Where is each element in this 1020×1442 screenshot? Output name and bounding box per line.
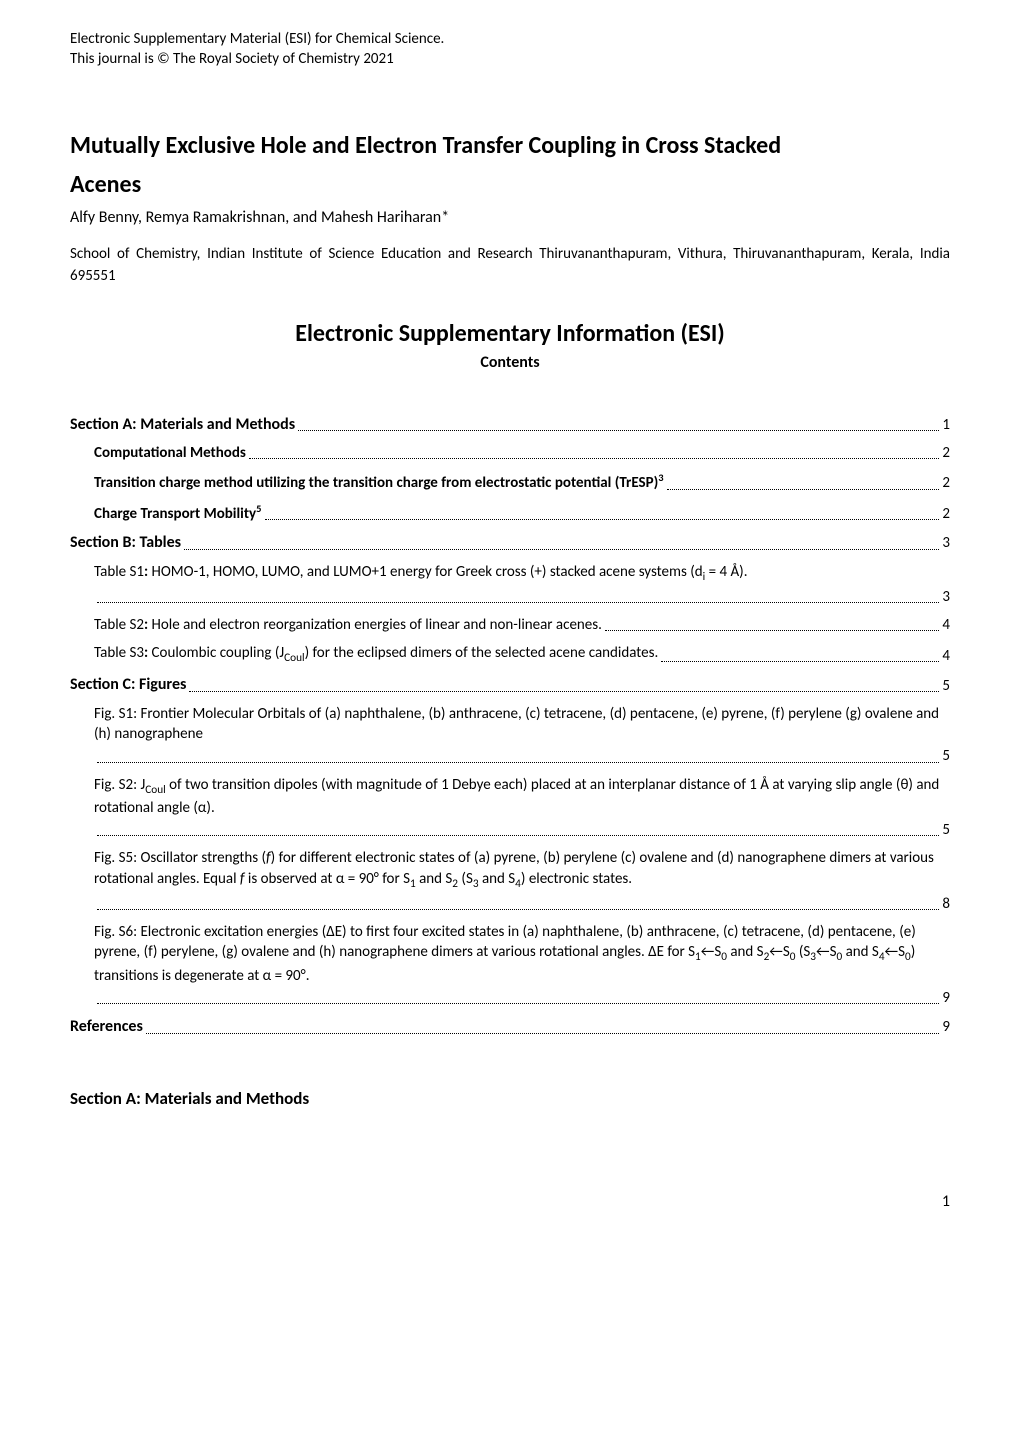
- toc-entry-page: 2: [942, 443, 950, 463]
- toc-leader-dots: [605, 630, 939, 631]
- esi-title: Electronic Supplementary Information (ES…: [70, 318, 950, 350]
- toc-leader-dots: [97, 835, 939, 836]
- toc-entry-label: Section A: Materials and Methods: [70, 414, 295, 436]
- toc-entry: Table S3: Coulombic coupling (JCoul) for…: [70, 643, 950, 666]
- toc-entry: Fig. S2: JCoul of two transition dipoles…: [70, 775, 950, 841]
- toc-leader-dots: [249, 458, 939, 459]
- toc-entry-page: 9: [942, 988, 950, 1008]
- toc-entry-page: 4: [942, 646, 950, 666]
- toc-leader-dots: [667, 489, 940, 490]
- toc-entry-label: Table S1: HOMO-1, HOMO, LUMO, and LUMO+1…: [94, 562, 950, 585]
- toc-leader-dots: [661, 661, 939, 662]
- toc-entry: References 9: [70, 1016, 950, 1038]
- toc-entry-page: 4: [942, 615, 950, 635]
- table-of-contents: Section A: Materials and Methods 1 Comput…: [70, 414, 950, 1038]
- toc-entry: Table S2: Hole and electron reorganizati…: [70, 615, 950, 635]
- toc-entry: Table S1: HOMO-1, HOMO, LUMO, and LUMO+1…: [70, 562, 950, 607]
- toc-entry-page: 3: [942, 587, 950, 607]
- toc-entry: Charge Transport Mobility5 2: [70, 502, 950, 524]
- toc-entry-page: 1: [942, 415, 950, 435]
- journal-header: Electronic Supplementary Material (ESI) …: [70, 30, 950, 69]
- authors: Alfy Benny, Remya Ramakrishnan, and Mahe…: [70, 207, 950, 229]
- toc-entry-page: 8: [942, 894, 950, 914]
- toc-entry: Section B: Tables 3: [70, 532, 950, 554]
- toc-entry: Section A: Materials and Methods 1: [70, 414, 950, 436]
- page-number: 1: [70, 1191, 950, 1213]
- toc-leader-dots: [97, 602, 939, 603]
- toc-entry-page: 5: [942, 746, 950, 766]
- toc-leader-dots: [189, 691, 939, 692]
- toc-entry-label: Section B: Tables: [70, 532, 181, 554]
- paper-title-line1: Mutually Exclusive Hole and Electron Tra…: [70, 129, 950, 163]
- toc-leader-dots: [265, 519, 940, 520]
- toc-entry-label: Computational Methods: [94, 443, 246, 463]
- toc-leader-dots: [97, 762, 939, 763]
- contents-label: Contents: [70, 352, 950, 374]
- toc-entry-page: 2: [942, 504, 950, 524]
- journal-header-line2: This journal is © The Royal Society of C…: [70, 50, 950, 70]
- toc-entry: Computational Methods 2: [70, 443, 950, 463]
- journal-header-line1: Electronic Supplementary Material (ESI) …: [70, 30, 950, 50]
- toc-entry-label: Charge Transport Mobility5: [94, 502, 262, 524]
- toc-leader-dots: [146, 1033, 940, 1034]
- toc-leader-dots: [97, 1003, 939, 1004]
- toc-entry: Fig. S6: Electronic excitation energies …: [70, 922, 950, 1008]
- toc-leader-dots: [298, 430, 939, 431]
- toc-entry-label: Fig. S2: JCoul of two transition dipoles…: [94, 775, 950, 818]
- toc-entry-page: 9: [942, 1017, 950, 1037]
- section-a-heading: Section A: Materials and Methods: [70, 1088, 950, 1111]
- toc-entry-page: 5: [942, 820, 950, 840]
- toc-entry-label: References: [70, 1016, 143, 1038]
- toc-entry-label: Table S3: Coulombic coupling (JCoul) for…: [94, 643, 658, 666]
- toc-leader-dots: [97, 909, 939, 910]
- toc-entry-page: 2: [942, 473, 950, 493]
- toc-entry-label: Table S2: Hole and electron reorganizati…: [94, 615, 602, 635]
- toc-entry: Section C: Figures 5: [70, 674, 950, 696]
- toc-entry-page: 3: [942, 533, 950, 553]
- affiliation: School of Chemistry, Indian Institute of…: [70, 243, 950, 288]
- toc-entry-label: Section C: Figures: [70, 674, 186, 696]
- toc-entry-page: 5: [942, 676, 950, 696]
- toc-leader-dots: [184, 549, 939, 550]
- toc-entry-label: Transition charge method utilizing the t…: [94, 471, 664, 493]
- toc-entry-label: Fig. S5: Oscillator strengths (f) for di…: [94, 848, 950, 891]
- toc-entry: Fig. S5: Oscillator strengths (f) for di…: [70, 848, 950, 914]
- paper-title-line2: Acenes: [70, 169, 950, 201]
- toc-entry: Transition charge method utilizing the t…: [70, 471, 950, 493]
- toc-entry-label: Fig. S6: Electronic excitation energies …: [94, 922, 950, 986]
- toc-entry: Fig. S1: Frontier Molecular Orbitals of …: [70, 704, 950, 767]
- toc-entry-label: Fig. S1: Frontier Molecular Orbitals of …: [94, 704, 950, 745]
